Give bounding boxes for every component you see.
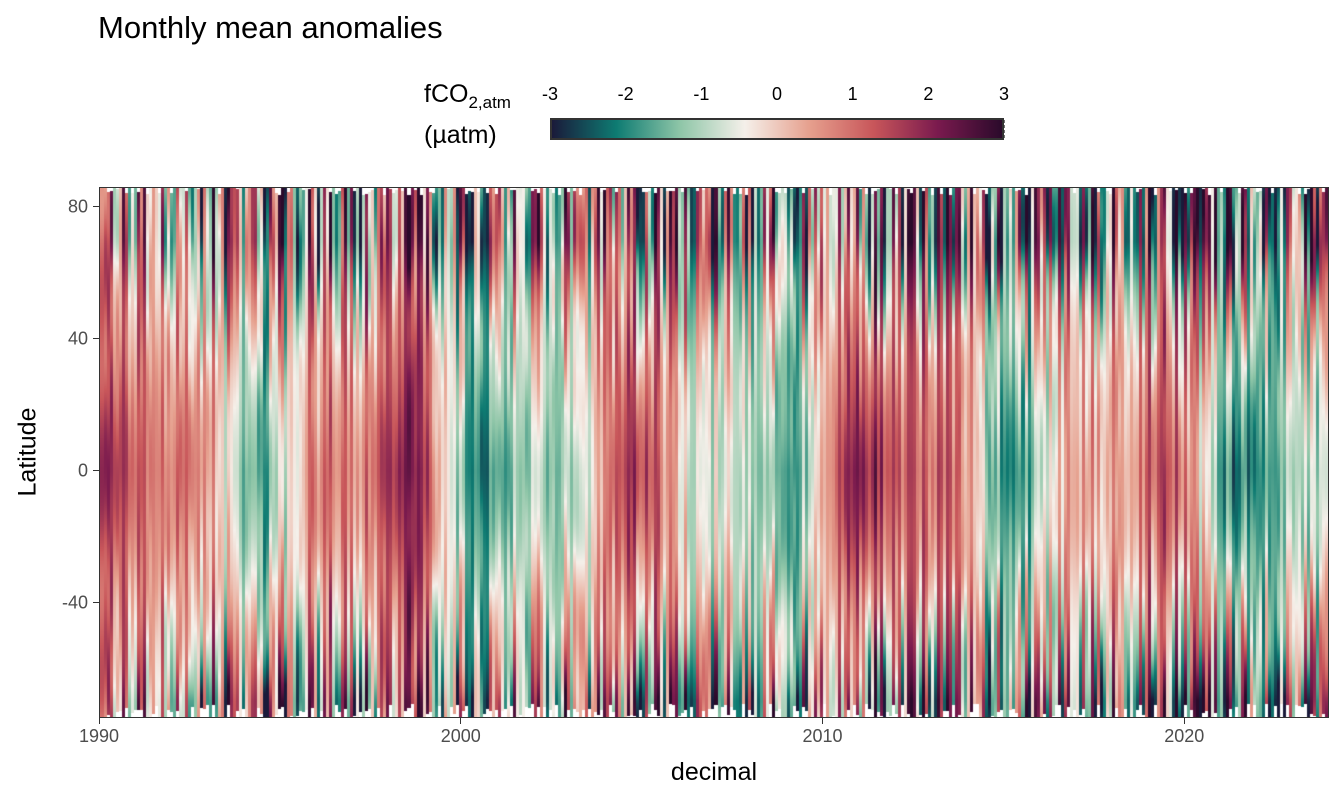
legend-title-unit: (µatm) [424,121,497,149]
colorbar-tick-label: 3 [998,84,1010,104]
chart-title: Monthly mean anomalies [98,10,443,45]
legend-title: fCO2,atm (µatm) [424,78,511,151]
colorbar-tick-mark [1004,120,1005,138]
legend-title-main: fCO [424,80,469,108]
colorbar-tick-label: 1 [847,84,858,104]
y-tick-mark [93,338,99,340]
x-tick-mark [1183,718,1185,724]
y-tick-mark [93,602,99,604]
y-tick-label: 80 [67,196,88,217]
y-tick-mark [93,206,99,208]
y-tick-label: 40 [67,328,88,349]
x-tick-label: 2020 [1164,726,1205,746]
colorbar-tick-label: 0 [771,84,783,104]
y-tick-label: 0 [77,460,88,481]
y-tick-mark [93,470,99,472]
x-tick-label: 1990 [78,726,120,746]
x-tick-label: 2010 [802,726,843,746]
legend-title-sub: 2,atm [468,93,511,112]
x-tick-mark [822,718,824,724]
colorbar [550,118,1004,140]
x-tick-mark [98,718,100,724]
x-axis-title: decimal [670,758,758,786]
heatmap-cells [100,188,1328,717]
colorbar-tick-label: -2 [617,84,634,104]
colorbar-tick-label: -3 [541,84,559,104]
y-tick-label: -40 [61,592,88,613]
x-tick-label: 2000 [440,726,481,746]
colorbar-tick-label: -1 [693,84,710,104]
x-tick-mark [460,718,462,724]
plot-panel [99,187,1329,718]
colorbar-tick-label: 2 [923,84,934,104]
y-axis-title: Latitude [13,407,42,497]
